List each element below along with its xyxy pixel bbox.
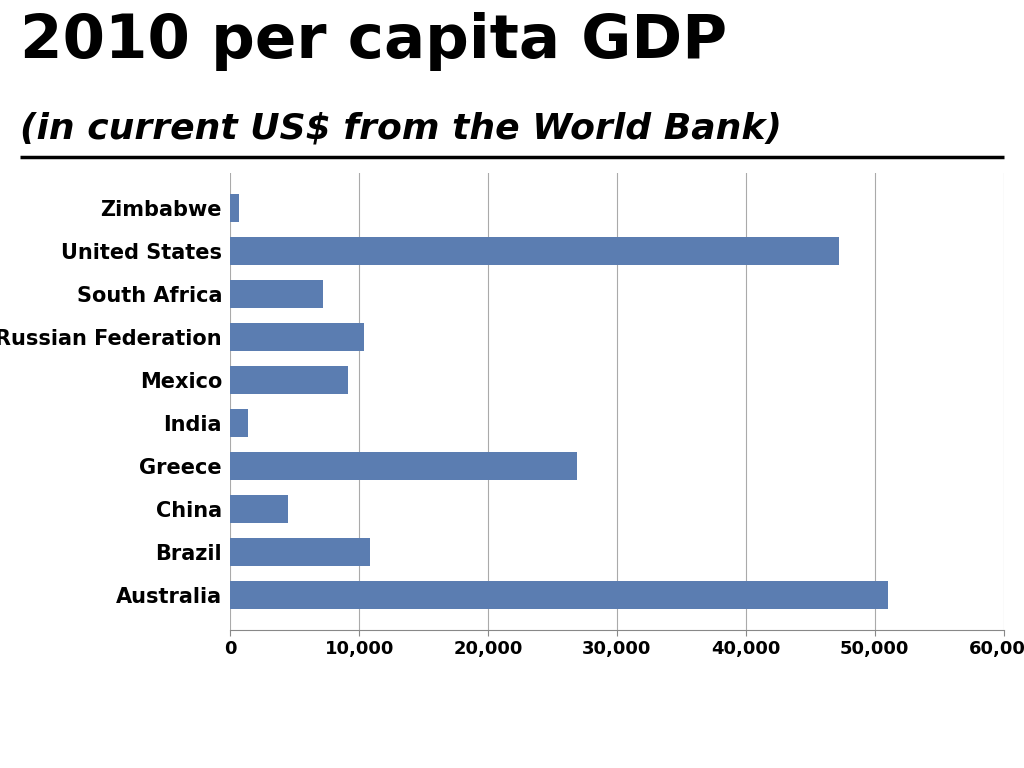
Text: 2010 per capita GDP: 2010 per capita GDP xyxy=(20,12,728,71)
Bar xyxy=(230,194,239,221)
Text: (in current US$ from the World Bank): (in current US$ from the World Bank) xyxy=(20,111,782,145)
Bar xyxy=(230,237,839,265)
Bar xyxy=(230,323,365,351)
Bar xyxy=(230,280,324,308)
Bar xyxy=(230,366,348,394)
Bar xyxy=(230,409,249,437)
Bar xyxy=(230,452,577,480)
Bar xyxy=(230,495,289,523)
Bar xyxy=(230,538,370,566)
Bar xyxy=(230,581,888,609)
